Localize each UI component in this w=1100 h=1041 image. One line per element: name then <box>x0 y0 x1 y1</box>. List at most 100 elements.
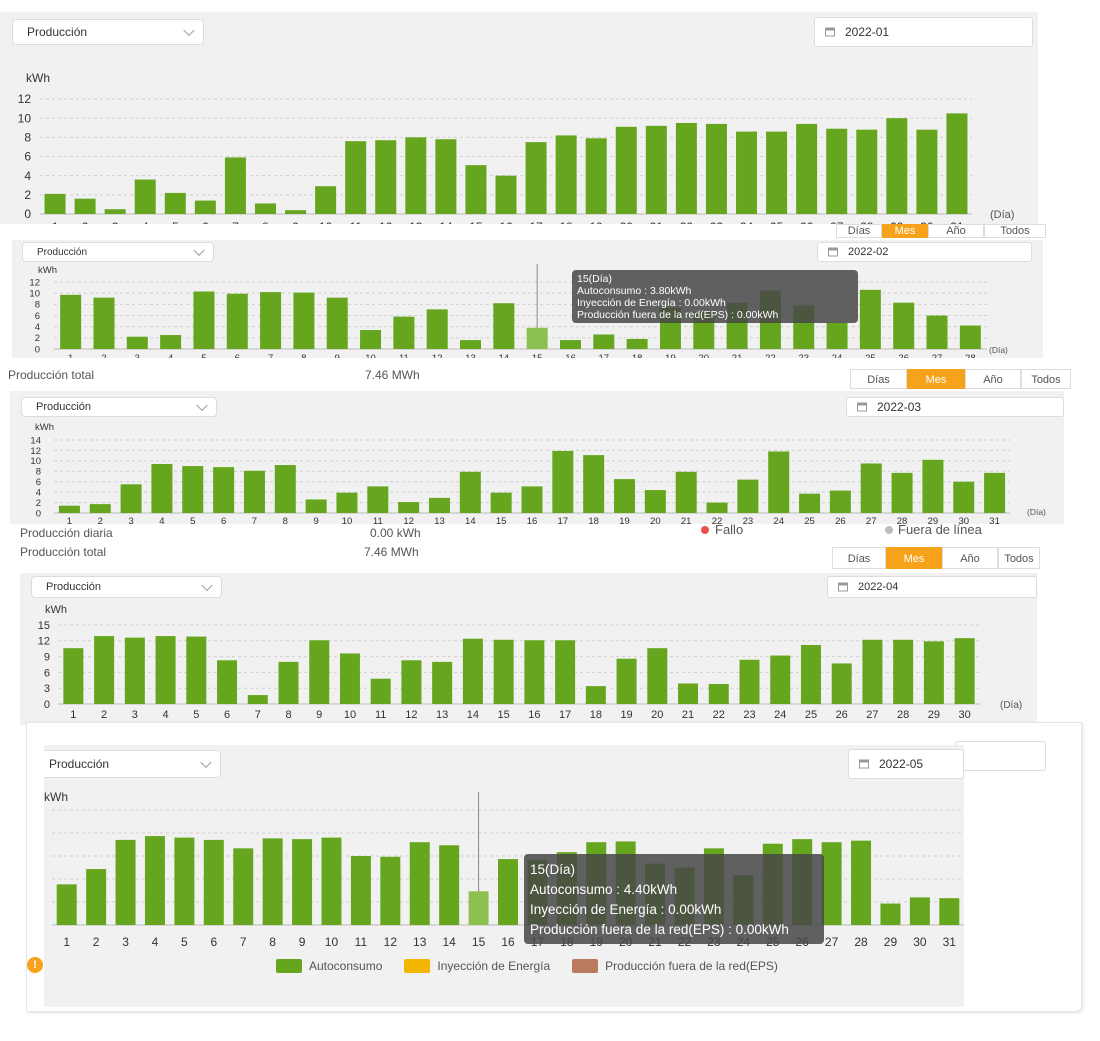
bar-day-9[interactable] <box>285 210 307 214</box>
tab-ano[interactable]: Año <box>965 369 1021 389</box>
bar-day-26[interactable] <box>893 302 915 349</box>
bar-day-18[interactable] <box>555 135 577 214</box>
bar-day-16[interactable] <box>495 175 517 214</box>
bar-day-14[interactable] <box>462 638 483 704</box>
tab-todos[interactable]: Todos <box>998 547 1040 569</box>
bar-day-13[interactable] <box>405 137 427 214</box>
bar-day-7[interactable] <box>224 157 246 214</box>
bar-day-16[interactable] <box>498 859 518 925</box>
bar-day-15[interactable] <box>490 492 512 513</box>
bar-day-6[interactable] <box>226 293 248 349</box>
bar-day-28[interactable] <box>893 639 914 704</box>
bar-day-15[interactable] <box>468 891 489 925</box>
bar-day-23[interactable] <box>705 123 727 214</box>
bar-day-23[interactable] <box>737 479 759 513</box>
bar-day-12[interactable] <box>426 309 448 349</box>
bar-day-26[interactable] <box>831 663 852 704</box>
bar-day-8[interactable] <box>262 838 283 925</box>
bar-day-8[interactable] <box>278 661 299 704</box>
bar-day-6[interactable] <box>203 839 224 925</box>
bar-day-30[interactable] <box>909 897 930 925</box>
bar-day-31[interactable] <box>984 472 1006 513</box>
bar-day-9[interactable] <box>326 297 348 349</box>
bar-day-21[interactable] <box>678 683 699 704</box>
bar-day-24[interactable] <box>770 655 791 704</box>
bar-day-12[interactable] <box>401 660 422 704</box>
bar-day-9[interactable] <box>309 640 330 704</box>
bar-day-24[interactable] <box>826 322 848 349</box>
tab-ano[interactable]: Año <box>928 224 984 238</box>
bar-day-29[interactable] <box>880 903 901 925</box>
bar-day-6[interactable] <box>217 660 238 704</box>
bar-day-15[interactable] <box>526 327 548 349</box>
bar-day-26[interactable] <box>829 490 851 513</box>
bar-day-14[interactable] <box>459 471 481 513</box>
bar-day-9[interactable] <box>292 839 313 925</box>
tab-ano[interactable]: Año <box>942 547 998 569</box>
bar-day-14[interactable] <box>435 139 457 214</box>
bar-day-17[interactable] <box>552 450 574 513</box>
month-picker-outer[interactable] <box>955 741 1046 771</box>
bar-day-12[interactable] <box>375 140 397 214</box>
bar-day-4[interactable] <box>134 179 156 215</box>
bar-day-28[interactable] <box>856 129 878 214</box>
bar-day-2[interactable] <box>86 869 107 925</box>
bar-day-7[interactable] <box>243 470 265 513</box>
bar-day-28[interactable] <box>851 840 872 925</box>
bar-day-7[interactable] <box>260 292 282 349</box>
production-dropdown[interactable]: Producción <box>44 750 221 778</box>
bar-day-13[interactable] <box>428 497 450 513</box>
bar-day-17[interactable] <box>593 334 615 349</box>
bar-day-30[interactable] <box>953 481 975 513</box>
bar-day-14[interactable] <box>439 845 460 925</box>
bar-day-11[interactable] <box>345 141 367 214</box>
bar-day-13[interactable] <box>460 340 482 349</box>
bar-day-3[interactable] <box>115 839 136 925</box>
bar-day-19[interactable] <box>585 138 607 214</box>
bar-day-10[interactable] <box>336 492 358 513</box>
bar-day-16[interactable] <box>521 486 543 513</box>
bar-day-25[interactable] <box>859 289 881 349</box>
bar-day-29[interactable] <box>922 459 944 513</box>
legend-item-eps[interactable]: Producción fuera de la red(EPS) <box>572 959 778 973</box>
bar-day-19[interactable] <box>614 479 636 513</box>
bar-day-13[interactable] <box>432 661 453 704</box>
bar-day-29[interactable] <box>923 641 944 704</box>
bar-day-11[interactable] <box>370 678 391 704</box>
tab-dias[interactable]: Días <box>836 224 882 238</box>
bar-day-4[interactable] <box>144 836 165 925</box>
bar-day-30[interactable] <box>916 129 938 214</box>
bar-day-28[interactable] <box>891 472 913 513</box>
bar-day-2[interactable] <box>93 297 115 349</box>
bar-day-2[interactable] <box>89 504 111 513</box>
bar-day-9[interactable] <box>305 499 327 513</box>
tab-mes[interactable]: Mes <box>882 224 928 238</box>
warning-icon[interactable]: ! <box>27 957 43 973</box>
bar-day-3[interactable] <box>104 209 126 214</box>
bar-day-2[interactable] <box>94 636 115 704</box>
month-picker[interactable]: 2022-03 <box>846 397 1064 417</box>
bar-day-18[interactable] <box>626 338 648 349</box>
bar-day-12[interactable] <box>398 502 420 513</box>
bar-day-10[interactable] <box>339 653 360 704</box>
bar-day-22[interactable] <box>706 502 728 513</box>
bar-day-1[interactable] <box>44 193 66 214</box>
bar-day-21[interactable] <box>675 471 697 513</box>
bar-day-4[interactable] <box>151 463 173 513</box>
bar-day-16[interactable] <box>524 640 545 704</box>
bar-day-20[interactable] <box>644 490 666 513</box>
tab-mes[interactable]: Mes <box>907 369 965 389</box>
bar-day-10[interactable] <box>315 186 337 214</box>
bar-day-11[interactable] <box>350 856 371 925</box>
tab-dias[interactable]: Días <box>850 369 907 389</box>
bar-day-27[interactable] <box>826 128 848 214</box>
bar-day-27[interactable] <box>821 842 842 925</box>
bar-day-4[interactable] <box>155 636 176 704</box>
production-dropdown[interactable]: Producción <box>21 397 217 417</box>
month-picker[interactable]: 2022-05 <box>848 749 964 779</box>
bar-day-12[interactable] <box>380 856 401 925</box>
legend-item-inyeccion[interactable]: Inyección de Energía <box>404 959 550 973</box>
bar-day-25[interactable] <box>766 131 788 214</box>
tab-todos[interactable]: Todos <box>1021 369 1071 389</box>
bar-day-15[interactable] <box>465 165 487 214</box>
